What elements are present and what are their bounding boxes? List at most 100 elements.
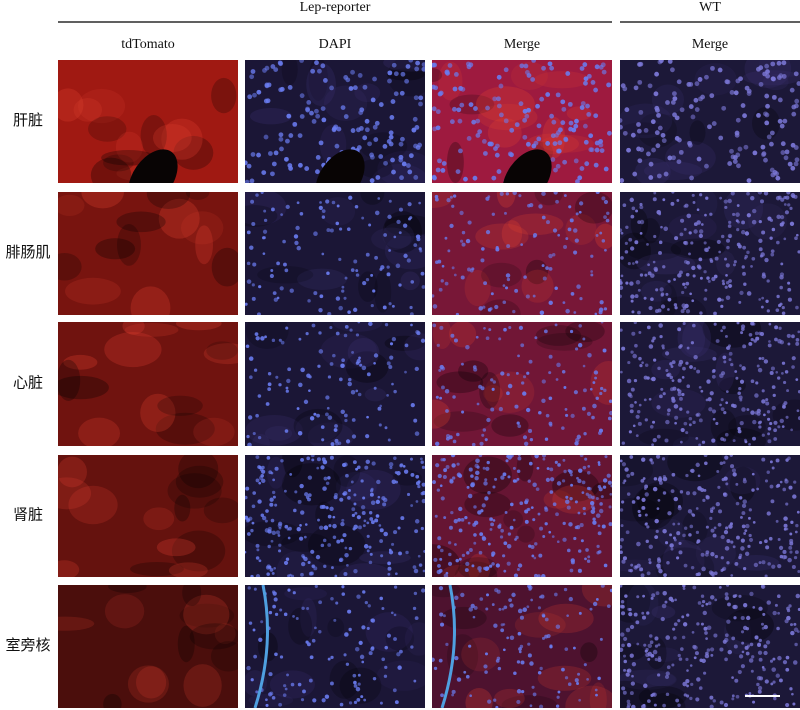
nucleus xyxy=(509,635,515,640)
nucleus xyxy=(339,497,344,502)
nucleus xyxy=(576,476,579,480)
nucleus xyxy=(509,127,515,133)
nucleus xyxy=(542,457,546,461)
nucleus xyxy=(784,210,790,215)
nucleus xyxy=(465,674,470,679)
nucleus xyxy=(670,201,675,206)
texture xyxy=(464,491,512,518)
nucleus xyxy=(509,502,514,507)
nucleus xyxy=(575,437,580,443)
nucleus xyxy=(494,477,498,481)
nucleus xyxy=(329,506,334,512)
nucleus xyxy=(639,232,643,235)
nucleus xyxy=(655,591,660,596)
nucleus xyxy=(734,370,738,373)
nucleus xyxy=(711,574,715,577)
nucleus xyxy=(377,406,382,411)
nucleus xyxy=(562,159,568,165)
nucleus xyxy=(698,229,704,234)
nucleus xyxy=(682,622,688,627)
nucleus xyxy=(440,693,444,698)
nucleus xyxy=(744,551,750,557)
nucleus xyxy=(261,170,267,176)
nucleus xyxy=(548,371,552,375)
nucleus xyxy=(297,431,303,436)
nucleus xyxy=(632,262,635,265)
nucleus xyxy=(777,118,783,124)
nucleus xyxy=(454,595,459,600)
nucleus xyxy=(584,557,587,561)
texture xyxy=(565,322,605,343)
nucleus xyxy=(382,502,387,507)
nucleus xyxy=(422,569,425,573)
nucleus xyxy=(270,539,274,543)
nucleus xyxy=(773,437,778,441)
nucleus xyxy=(779,123,785,129)
nucleus xyxy=(629,281,634,286)
nucleus xyxy=(758,65,764,71)
nucleus xyxy=(764,257,769,263)
nucleus xyxy=(275,375,279,379)
nucleus xyxy=(512,309,516,314)
nucleus xyxy=(635,260,639,264)
nucleus xyxy=(343,571,348,576)
nucleus xyxy=(389,466,393,470)
nucleus xyxy=(505,273,511,278)
nucleus xyxy=(651,692,656,696)
texture xyxy=(441,606,487,630)
nucleus xyxy=(577,343,583,348)
nucleus xyxy=(705,525,709,529)
nucleus xyxy=(741,366,746,371)
nucleus xyxy=(741,327,745,331)
nucleus xyxy=(487,308,492,312)
nucleus xyxy=(511,592,516,598)
nucleus xyxy=(639,202,643,207)
nucleus xyxy=(646,242,649,246)
nucleus xyxy=(382,144,388,149)
nucleus xyxy=(303,556,308,562)
nucleus xyxy=(357,682,361,686)
nucleus xyxy=(695,572,699,577)
nucleus xyxy=(735,482,739,486)
nucleus xyxy=(709,391,714,396)
texture xyxy=(156,538,196,557)
nucleus xyxy=(650,377,654,381)
nucleus xyxy=(600,585,605,588)
nucleus xyxy=(562,458,566,462)
nucleus xyxy=(666,412,670,416)
texture xyxy=(481,262,522,288)
texture xyxy=(446,141,464,183)
nucleus xyxy=(789,87,795,93)
texture xyxy=(58,375,109,400)
nucleus xyxy=(622,86,628,92)
texture xyxy=(501,220,523,248)
nucleus xyxy=(723,492,727,496)
nucleus xyxy=(377,197,381,200)
nucleus xyxy=(268,565,272,569)
nucleus xyxy=(497,666,502,671)
nucleus xyxy=(644,273,648,277)
nucleus xyxy=(245,486,250,491)
nucleus xyxy=(320,425,325,429)
nucleus xyxy=(289,473,293,476)
nucleus xyxy=(340,105,346,110)
nucleus xyxy=(355,273,360,277)
nucleus xyxy=(641,457,646,462)
nucleus xyxy=(278,87,284,93)
nucleus xyxy=(297,133,303,138)
nucleus xyxy=(439,325,444,330)
nucleus xyxy=(461,242,466,247)
nucleus xyxy=(604,455,608,459)
nucleus xyxy=(362,84,368,90)
nucleus xyxy=(679,490,684,494)
nucleus xyxy=(680,647,684,651)
texture xyxy=(385,626,415,651)
nucleus xyxy=(554,460,558,464)
texture xyxy=(245,204,278,227)
nucleus xyxy=(340,521,345,527)
nucleus xyxy=(478,306,484,311)
nucleus xyxy=(342,492,346,496)
nucleus xyxy=(736,535,740,540)
nucleus xyxy=(486,593,489,597)
nucleus xyxy=(727,602,731,607)
